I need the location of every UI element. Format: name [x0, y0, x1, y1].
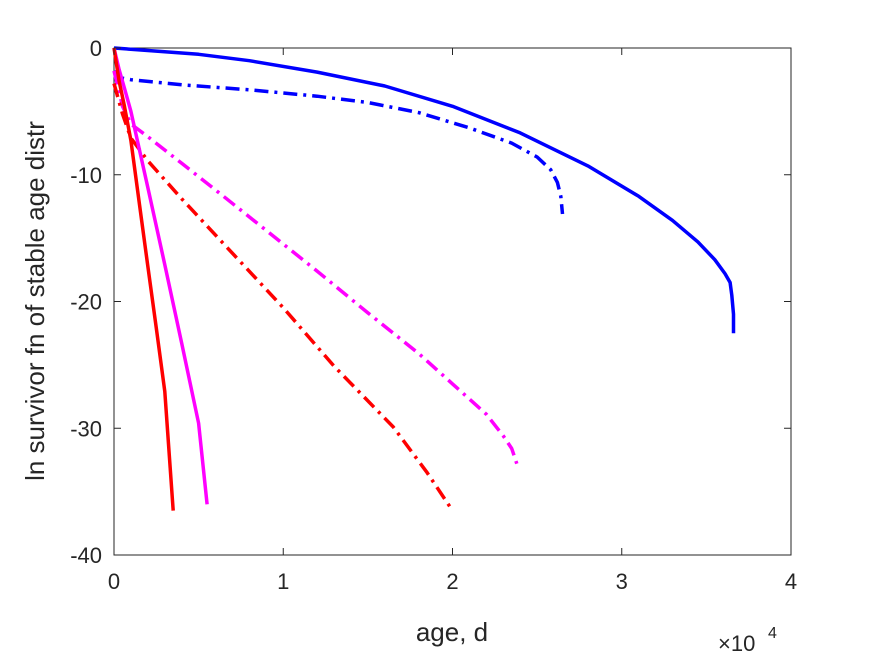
series-line-3: [112, 70, 519, 465]
y-tick-label: -20: [70, 290, 102, 315]
plot-area: [113, 47, 792, 556]
x-tick-label: 2: [446, 569, 458, 594]
y-tick-label: -30: [70, 416, 102, 441]
y-tick-label: -10: [70, 163, 102, 188]
x-multiplier-base: ×10: [718, 631, 755, 656]
y-tick-label: 0: [90, 36, 102, 61]
x-tick-label: 4: [785, 569, 797, 594]
series-layer: [112, 46, 736, 512]
y-tick-label: -40: [70, 543, 102, 568]
series-line-1: [113, 46, 736, 334]
ticks-layer: 0 1 2 3 4 0 -10 -20 -30 -40: [70, 36, 797, 594]
x-axis-label: age, d: [416, 617, 488, 647]
x-tick-label: 0: [108, 569, 120, 594]
x-tick-label: 3: [616, 569, 628, 594]
series-line-6: [112, 47, 175, 511]
y-axis-label: ln survivor fn of stable age distr: [20, 121, 50, 481]
axes-box: [113, 47, 792, 556]
series-line-4: [112, 83, 454, 512]
series-line-2: [112, 69, 565, 215]
series-line-5: [112, 47, 209, 505]
x-axis-multiplier: ×10 4: [718, 625, 777, 656]
x-multiplier-exponent: 4: [768, 625, 777, 642]
x-tick-label: 1: [277, 569, 289, 594]
